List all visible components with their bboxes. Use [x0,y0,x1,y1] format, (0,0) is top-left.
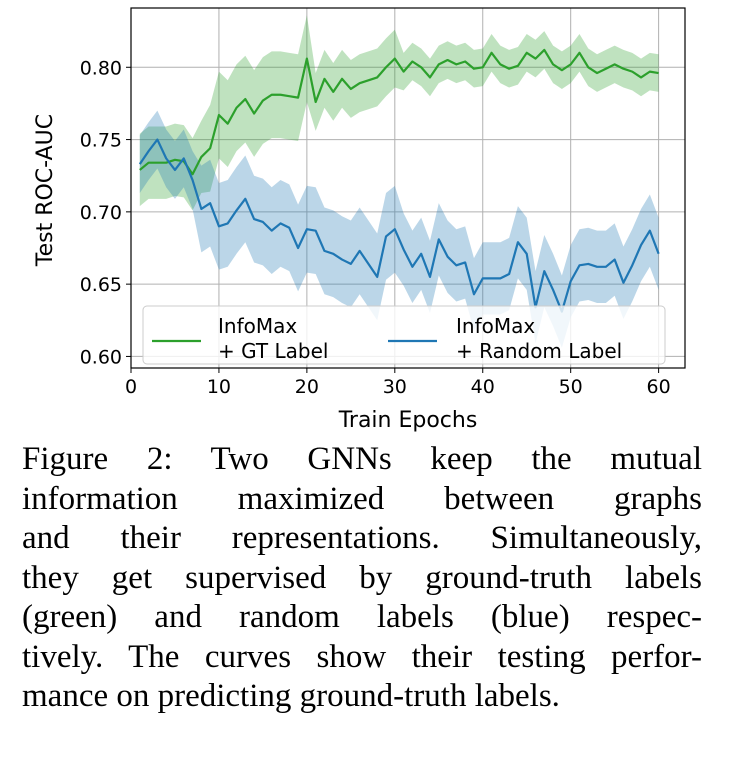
y-ticks: 0.60 0.65 0.70 0.75 0.80 [80,57,131,368]
confidence-band-1 [139,110,659,348]
caption-line: tively. The curves show their testing pe… [22,638,702,675]
legend-label-random-2: + Random Label [456,339,622,363]
series-lines [138,48,660,313]
caption-line: and their representations. Simultaneousl… [22,520,702,556]
legend-label-gt-2: + GT Label [218,339,328,363]
x-tick-label: 0 [125,376,137,398]
x-tick-label: 50 [559,376,583,398]
legend: InfoMax + GT Label InfoMax + Random Labe… [142,305,666,365]
series-line-0 [139,48,659,176]
y-tick-label: 0.65 [80,274,122,296]
x-tick-label: 40 [471,376,495,398]
caption-line: they get supervised by ground-truth labe… [22,559,702,596]
x-tick-label: 30 [383,376,407,398]
x-axis-label: Train Epochs [338,408,478,433]
x-tick-label: 10 [207,376,231,398]
y-tick-label: 0.60 [80,346,122,368]
figure-caption: Figure 2: Two GNNs keep the mutual infor… [22,440,702,717]
x-ticks: 0 10 20 30 40 50 60 [125,368,671,398]
bands [139,15,659,348]
grid [130,8,685,368]
x-tick-label: 20 [295,376,319,398]
legend-box [142,305,666,365]
y-tick-label: 0.80 [80,57,122,79]
caption-line: mance on predicting ground-truth labels. [22,678,560,714]
plot-frame [130,7,686,369]
confidence-band-0 [139,15,659,211]
legend-label-gt-1: InfoMax [218,314,297,338]
chart: 0 10 20 30 40 50 60 0.60 0.65 0.70 0.75 0.80 Train… [33,7,686,433]
caption-line: information maximized between graphs [22,480,702,517]
caption-line: Figure 2: Two GNNs keep the mutual [22,441,702,477]
x-tick-label: 60 [647,376,671,398]
y-tick-label: 0.70 [80,202,122,224]
caption-line: (green) and random labels (blue) respec- [22,599,702,635]
y-tick-label: 0.75 [80,130,122,152]
series-line-1 [138,138,660,313]
legend-label-random-1: InfoMax [456,314,535,338]
y-axis-label: Test ROC-AUC [33,114,58,267]
